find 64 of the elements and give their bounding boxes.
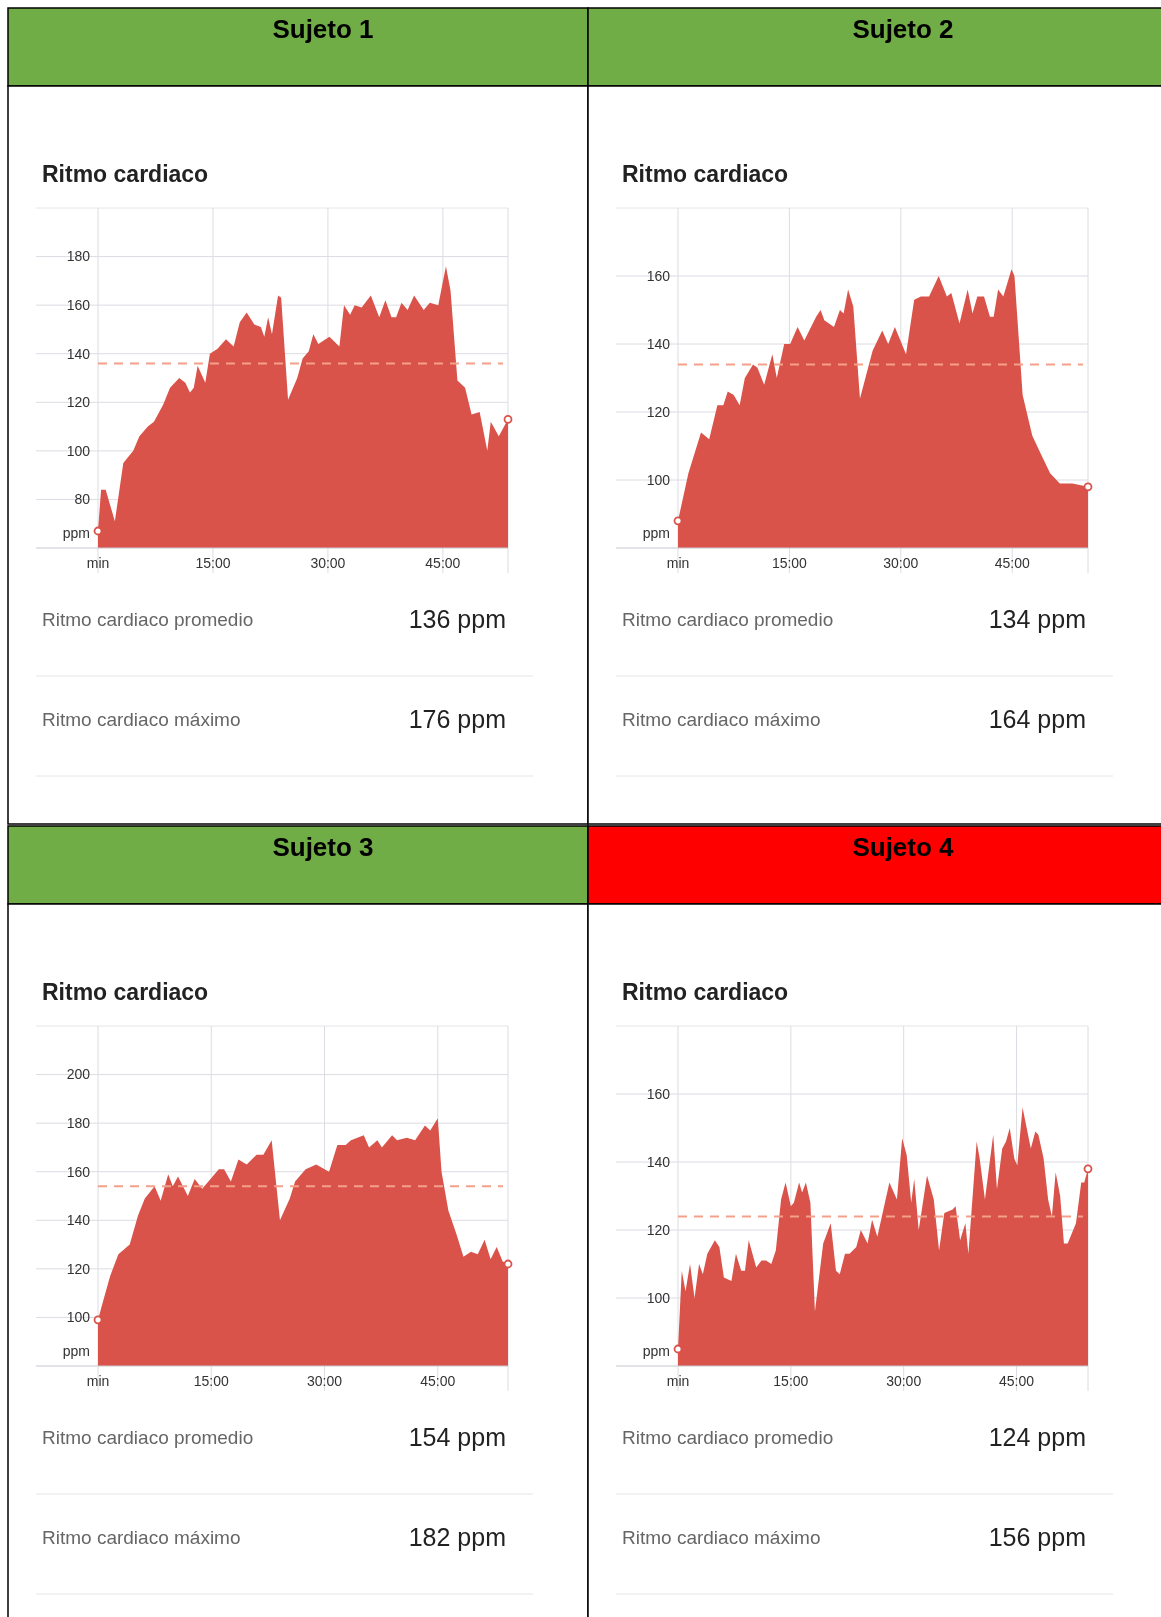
y-tick-label: 160 (646, 267, 671, 284)
y-tick-label: 140 (66, 1212, 91, 1229)
y-tick-label: 100 (646, 471, 671, 488)
x-tick-label: 30:00 (883, 555, 919, 571)
chart-subtitle: Ritmo cardiaco (42, 979, 209, 1005)
text: 156 ppm (988, 1523, 1086, 1551)
text: 134 ppm (988, 605, 1086, 633)
text: Ritmo cardiaco promedio (622, 1427, 834, 1448)
x-tick-label: min (86, 1373, 110, 1389)
x-tick-label: 45:00 (420, 1373, 456, 1389)
text: Ritmo cardiaco máximo (622, 1527, 821, 1548)
x-tick-label: 30:00 (307, 1373, 343, 1389)
y-tick-label: 180 (66, 1115, 91, 1132)
x-tick-label: 30:00 (310, 555, 346, 571)
chart-subtitle: Ritmo cardiaco (622, 161, 789, 187)
y-tick-label: 160 (66, 1163, 91, 1180)
x-tick-label: 45:00 (999, 1373, 1035, 1389)
y-tick-label: 120 (646, 1221, 671, 1238)
y-axis-title: ppm (642, 525, 670, 541)
chart-subtitle: Ritmo cardiaco (622, 979, 789, 1005)
text: 136 ppm (408, 605, 506, 633)
x-tick-label: 45:00 (994, 555, 1030, 571)
y-tick-label: 120 (66, 1260, 91, 1277)
y-tick-label: 160 (66, 297, 91, 314)
y-tick-label: 120 (66, 394, 91, 411)
y-axis-title: ppm (62, 1343, 90, 1359)
y-axis-title: ppm (62, 525, 90, 541)
y-axis-title: ppm (642, 1343, 670, 1359)
y-tick-label: 200 (66, 1066, 91, 1083)
y-tick-label: 120 (646, 403, 671, 420)
chart-subtitle: Ritmo cardiaco (42, 161, 209, 187)
x-tick-label: 15:00 (193, 1373, 229, 1389)
y-tick-label: 140 (646, 335, 671, 352)
x-tick-label: 15:00 (771, 555, 808, 571)
x-tick-label: 15:00 (773, 1373, 809, 1389)
text: Ritmo cardiaco promedio (622, 609, 834, 630)
text: Ritmo cardiaco promedio (42, 609, 254, 630)
y-tick-label: 100 (66, 1309, 91, 1326)
text: 124 ppm (988, 1423, 1086, 1451)
x-tick-label: min (86, 555, 110, 571)
text: Ritmo cardiaco máximo (42, 709, 241, 730)
text: Ritmo cardiaco máximo (42, 1527, 241, 1548)
y-tick-label: 100 (66, 442, 91, 459)
text: Ritmo cardiaco promedio (42, 1427, 254, 1448)
x-tick-label: 15:00 (195, 555, 231, 571)
chart-title: Sujeto 1 (272, 14, 374, 44)
chart-title: Sujeto 3 (272, 832, 374, 862)
x-tick-label: min (666, 1373, 690, 1389)
x-tick-label: 45:00 (425, 555, 461, 571)
text: 176 ppm (408, 705, 506, 733)
text: 182 ppm (408, 1523, 506, 1551)
y-tick-label: 100 (646, 1289, 671, 1306)
x-tick-label: min (666, 555, 690, 571)
y-tick-label: 140 (66, 345, 91, 362)
x-tick-label: 30:00 (886, 1373, 922, 1389)
y-tick-label: 160 (646, 1085, 671, 1102)
y-tick-label: 180 (66, 248, 91, 265)
text: 154 ppm (408, 1423, 506, 1451)
text: Ritmo cardiaco máximo (622, 709, 821, 730)
chart-title: Sujeto 4 (852, 832, 955, 862)
y-tick-label: 80 (74, 491, 91, 508)
y-tick-label: 140 (646, 1153, 671, 1170)
chart-title: Sujeto 2 (852, 14, 954, 44)
text: 164 ppm (988, 705, 1086, 733)
